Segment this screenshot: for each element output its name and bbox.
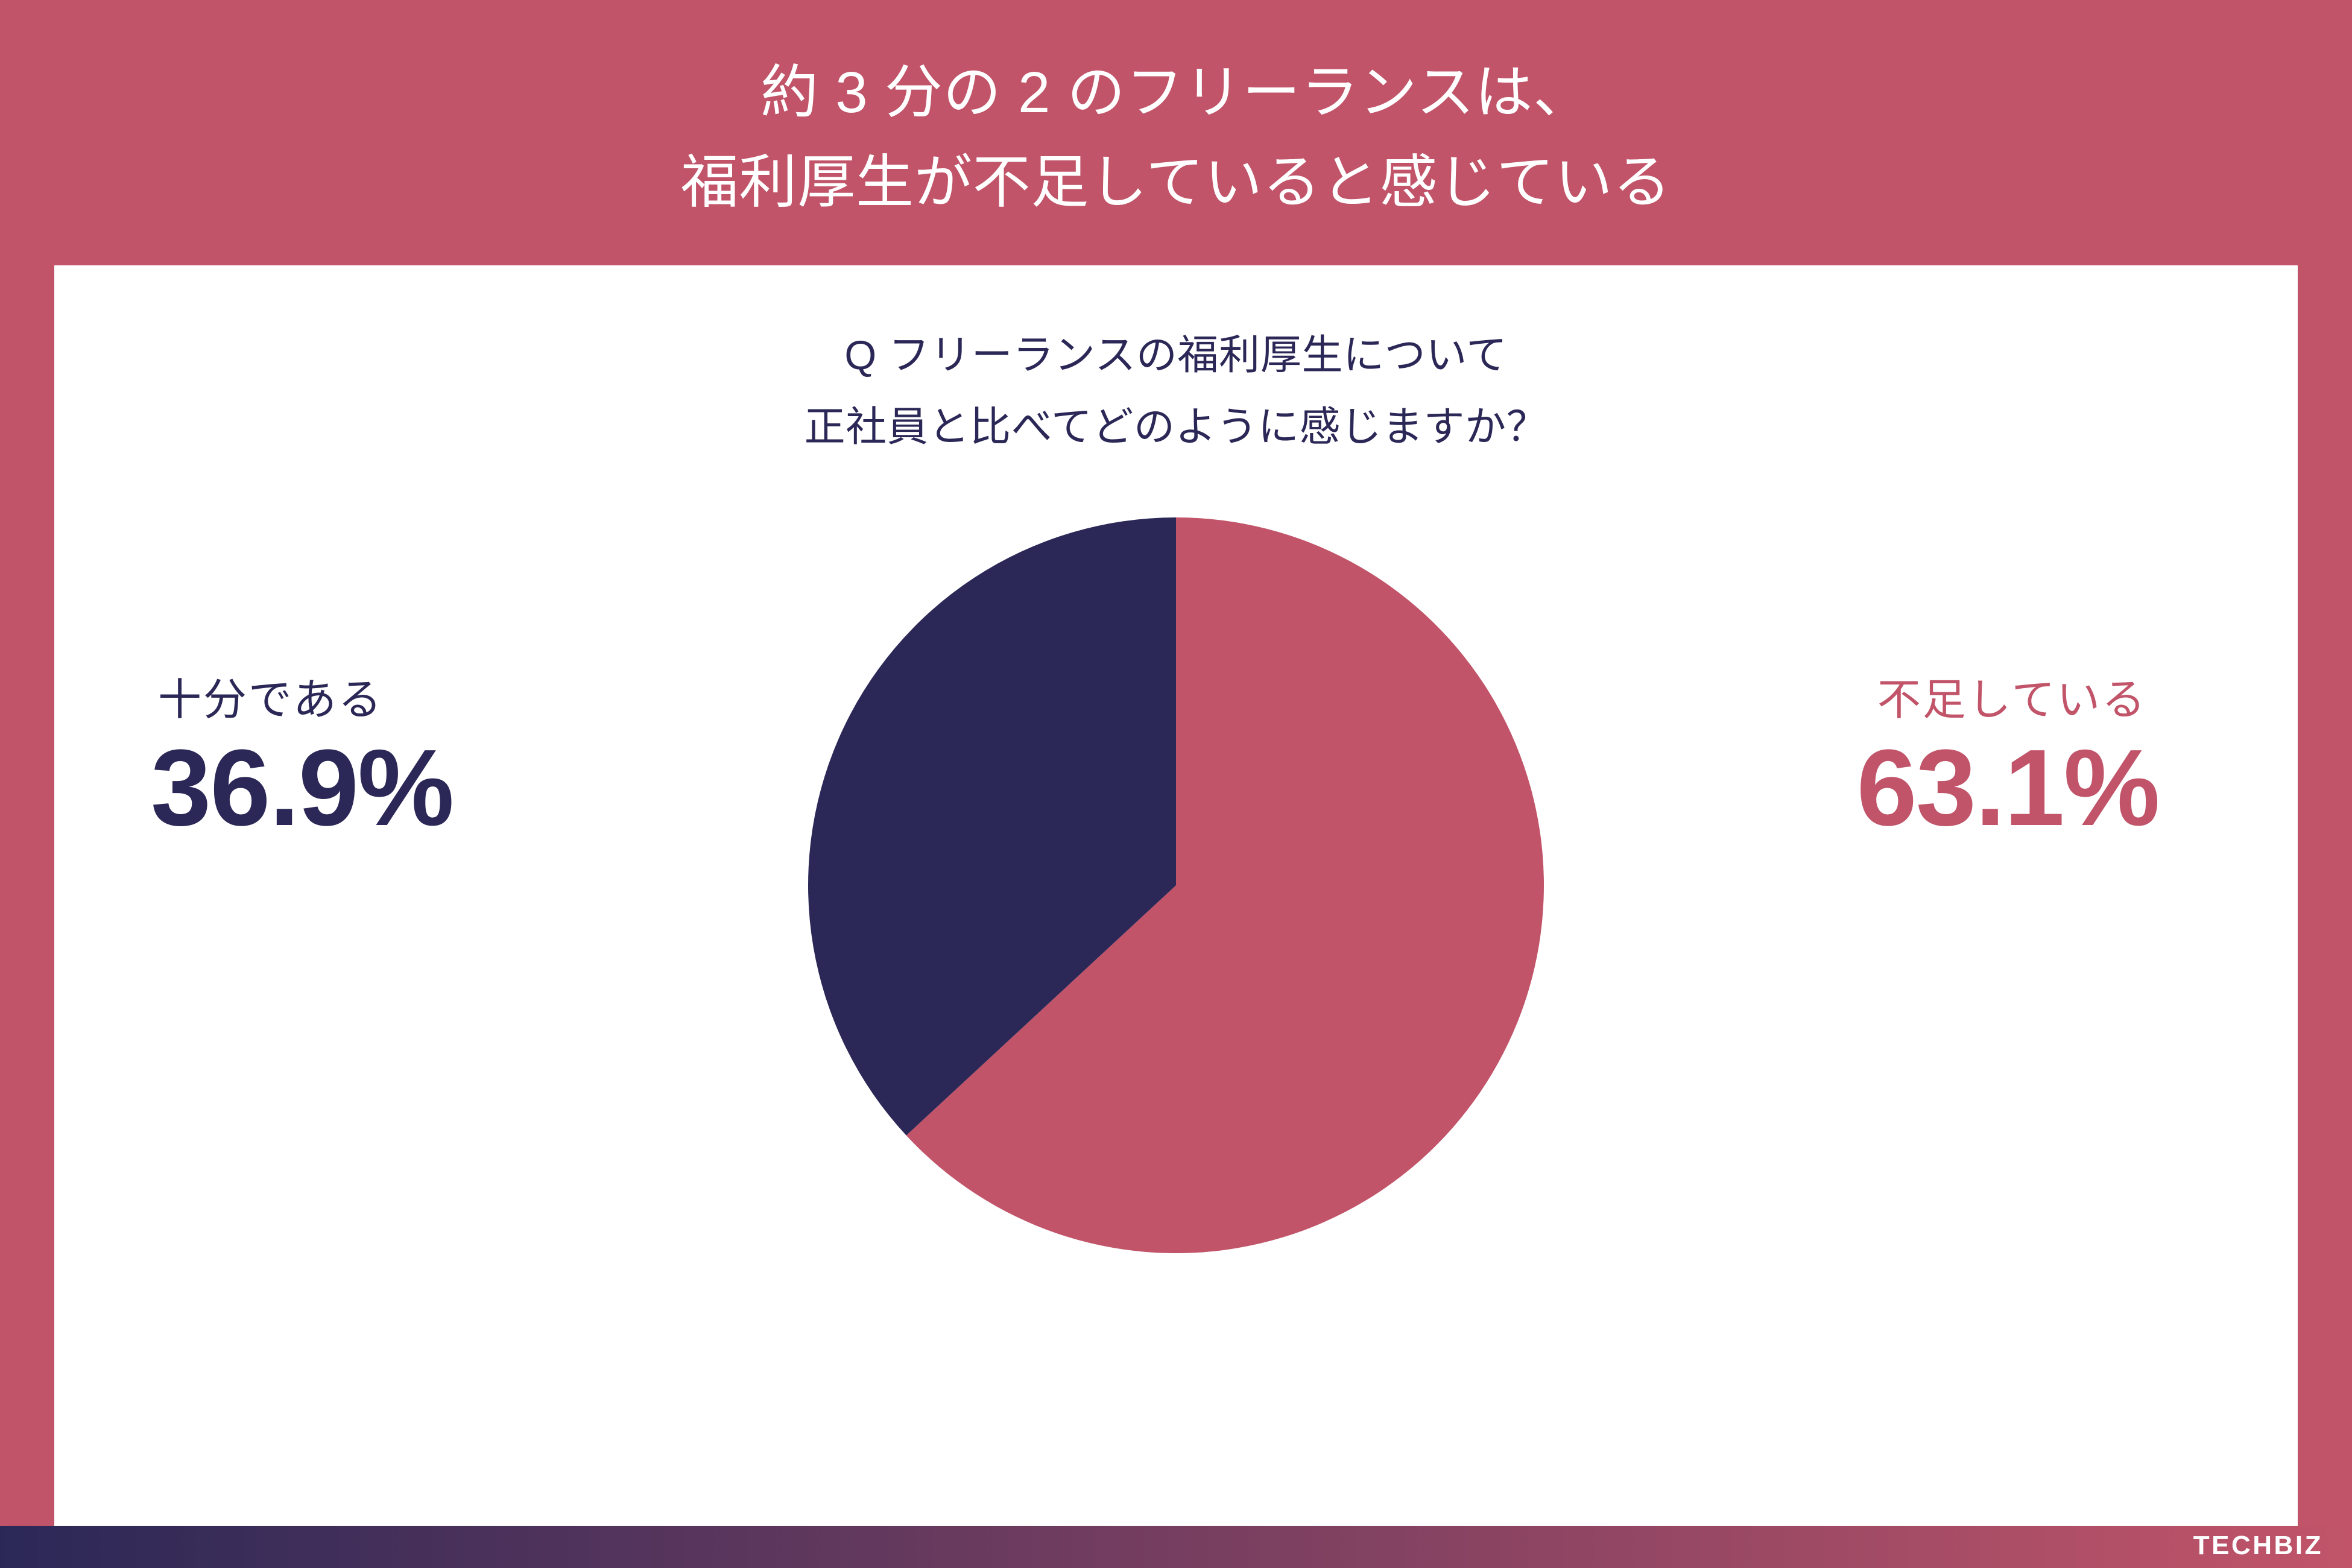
survey-question: Q フリーランスの福利厚生について 正社員と比べてどのように感じますか？ [54,320,2298,463]
infographic-page: 約 3 分の 2 のフリーランスは、 福利厚生が不足していると感じている Q フ… [0,0,2352,1568]
question-line-1: Q フリーランスの福利厚生について [54,320,2298,391]
label-sufficient: 十分である 36.9% [151,674,453,845]
label-sufficient-percent: 36.9% [151,731,453,845]
footer-bar: TECHBIZ [0,1526,2352,1568]
label-insufficient-percent: 63.1% [1857,731,2159,845]
brand-logo-text: TECHBIZ [2193,1531,2323,1561]
headline-line-1: 約 3 分の 2 のフリーランスは、 [0,48,2352,138]
headline-line-2: 福利厚生が不足していると感じている [0,138,2352,228]
label-insufficient: 不足している 63.1% [1857,674,2159,845]
question-line-2: 正社員と比べてどのように感じますか？ [54,391,2298,463]
pie-chart [808,517,1544,1253]
label-insufficient-caption: 不足している [1857,674,2147,726]
pie-chart-area: 十分である 36.9% 不足している 63.1% [54,517,2298,1253]
headline-banner: 約 3 分の 2 のフリーランスは、 福利厚生が不足していると感じている [0,0,2352,288]
label-sufficient-caption: 十分である [158,674,453,726]
content-card: Q フリーランスの福利厚生について 正社員と比べてどのように感じますか？ 十分で… [54,265,2298,1526]
